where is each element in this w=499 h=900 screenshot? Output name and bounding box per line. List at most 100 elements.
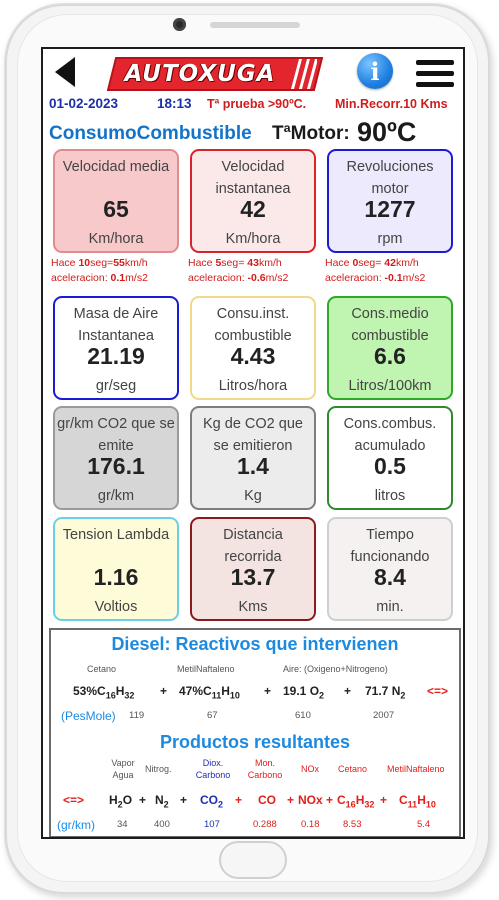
card-consumo-instantaneo[interactable]: Consu.inst. combustible 4.43 Litros/hora [190,296,316,400]
reactives-title: Diesel: Reactivos que intervienen [111,634,399,654]
value-nox: 0.18 [301,819,320,830]
speaker-grille [210,22,300,28]
aire-label: Aire: (Oxigeno+Nitrogeno) [283,664,388,674]
card-label: Consu.inst. combustible [214,306,292,344]
phone-frame: AUTOXUGA i 01-02-2023 18:13 Tª prueba >9… [5,4,490,894]
card-label: Velocidad media [62,159,170,175]
plus-sign: + [180,793,188,807]
date-text: 01-02-2023 [49,96,119,111]
card-unit: rpm [377,231,403,247]
oxygen-formula: 19.1 O2 [283,684,325,701]
card-value: 0.5 [374,453,406,479]
nox-label: NOx [301,764,319,774]
nox-formula: NOx [298,793,323,807]
card-tiempo-funcionando[interactable]: Tiempo funcionando 8.4 min. [327,517,453,621]
value-cetano: 8.53 [343,819,362,830]
card-unit: Kg [244,488,262,504]
status-line: 01-02-2023 18:13 Tª prueba >90ºC. Min.Re… [49,96,463,114]
cetano-formula: 53%C16H32 [73,684,135,701]
card-unit: min. [376,599,404,615]
products-title: Productos resultantes [159,732,351,752]
info-icon[interactable]: i [357,53,393,89]
card-label: Revoluciones motor [346,159,434,197]
card-unit: Voltios [94,599,138,615]
co-formula: CO [258,793,276,807]
card-label: Tension Lambda [62,527,170,543]
h2o-formula: H2O [109,793,133,810]
card-value: 13.7 [230,564,276,590]
metilnaftaleno-label: MetilNaftaleno [177,664,235,674]
card-unit: litros [374,488,406,504]
plus-sign: + [235,793,243,807]
card-label: Velocidad instantanea [215,159,291,197]
card-value: 1.16 [93,564,139,590]
card-co2-kg[interactable]: Kg de CO2 que se emitieron 1.4 Kg [190,406,316,510]
card-value: 4.43 [230,343,276,369]
plus-sign: + [160,684,168,698]
metilnaftaleno-formula: 47%C11H10 [179,684,240,701]
card-velocidad-media[interactable]: Velocidad media 65 Km/hora [53,149,179,253]
accel-info-2: Hace 5seg= 43km/h aceleracion: -0.6m/s2 [188,257,289,284]
card-value: 21.19 [87,343,145,369]
metilnaftaleno-product-label: MetilNaftaleno [387,764,445,774]
value-h2o: 34 [117,819,128,830]
motor-temp-label: TªMotor: [272,123,350,144]
card-tension-lambda[interactable]: Tension Lambda 1.16 Voltios [53,517,179,621]
card-consumo-medio[interactable]: Cons.medio combustible 6.6 Litros/100km [327,296,453,400]
time-text: 18:13 [157,96,192,111]
card-label: gr/km CO2 que se emite [57,416,175,454]
plus-sign: + [380,793,388,807]
accel-info-3: Hace 0seg= 42km/h aceleracion: -0.1m/s2 [325,257,426,284]
gr-km-label: (gr/km) [57,818,95,832]
cetano-label: Cetano [87,664,117,674]
page-title: ConsumoCombustible [49,123,252,144]
test-temp-text: Tª prueba >90ºC. [207,97,307,111]
card-value: 1277 [364,196,416,222]
weight-metilnaftaleno: 67 [207,710,218,721]
card-velocidad-instantanea[interactable]: Velocidad instantanea 42 Km/hora [190,149,316,253]
nitrogen-formula: 71.7 N2 [365,684,406,701]
card-label: Distancia recorrida [223,527,283,565]
n2-formula: N2 [155,793,169,810]
card-unit: Litros/100km [348,378,432,394]
hamburger-menu-icon[interactable] [416,58,454,88]
card-unit: Km/hora [225,231,281,247]
logo-text: AUTOXUGA [124,61,276,87]
card-unit: Km/hora [88,231,144,247]
plus-sign: + [287,793,295,807]
card-masa-aire[interactable]: Masa de Aire Instantanea 21.19 gr/seg [53,296,179,400]
weight-oxygen: 610 [295,710,311,721]
min-route-text: Min.Recorr.10 Kms [335,97,448,111]
app-screen: AUTOXUGA i 01-02-2023 18:13 Tª prueba >9… [41,47,465,839]
back-arrow-icon[interactable] [55,57,75,87]
card-label: Tiempo funcionando [350,527,430,565]
plus-sign: + [139,793,147,807]
card-revoluciones-motor[interactable]: Revoluciones motor 1277 rpm [327,149,453,253]
dioxido-carbono-label: Diox. Carbono [195,758,231,780]
plus-sign: + [326,793,334,807]
co2-formula: CO2 [200,793,224,810]
card-unit: Litros/hora [218,378,288,394]
card-label: Masa de Aire Instantanea [73,306,159,344]
cetano-product-label: Cetano [338,764,368,774]
reaction-arrow: <=> [427,684,449,698]
card-value: 1.4 [237,453,269,479]
accel-info-1: Hace 10seg=55km/h aceleracion: 0.1m/s2 [51,257,148,284]
card-distancia-recorrida[interactable]: Distancia recorrida 13.7 Kms [190,517,316,621]
home-button[interactable] [219,841,287,879]
camera-icon [173,18,186,31]
value-co: 0.288 [253,819,277,830]
card-value: 65 [103,196,129,222]
card-value: 8.4 [374,564,406,590]
value-co2: 107 [204,819,220,830]
card-label: Cons.combus. acumulado [343,416,437,454]
weight-cetano: 119 [129,710,145,721]
plus-sign: + [264,684,272,698]
value-n2: 400 [154,819,170,830]
logo-stripes-icon [291,59,317,89]
reaction-arrow-products: <=> [63,793,85,807]
vapor-agua-label: Vapor Agua [111,758,135,780]
weight-nitrogen: 2007 [373,710,395,721]
card-co2-gr-km[interactable]: gr/km CO2 que se emite 176.1 gr/km [53,406,179,510]
card-consumo-acumulado[interactable]: Cons.combus. acumulado 0.5 litros [327,406,453,510]
